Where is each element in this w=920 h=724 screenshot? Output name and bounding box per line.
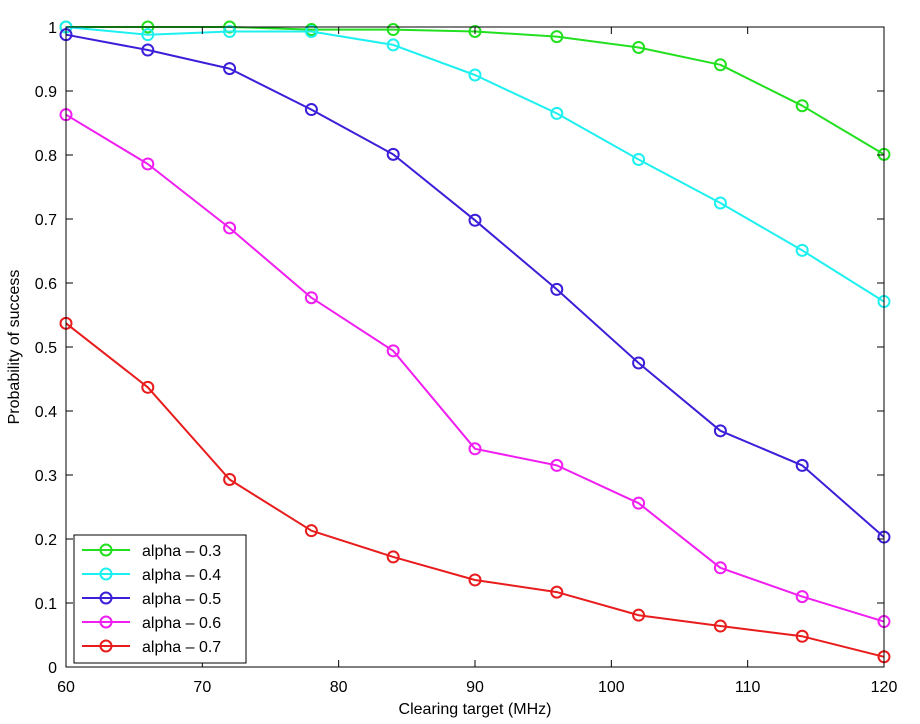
data-point (304, 103, 318, 117)
data-point (141, 380, 155, 394)
legend-label: alpha – 0.7 (142, 639, 221, 656)
y-tick-label: 0.2 (35, 532, 57, 549)
data-point (304, 524, 318, 538)
ticks-layer: 60 70 80 90 100 110 120 0 0.1 0.2 0.3 0.4 0.5 0.6 0.7 0… (35, 20, 898, 696)
series-line (65, 33, 885, 538)
data-point (713, 58, 727, 72)
y-tick-label: 0 (48, 660, 57, 677)
legend-item: alpha – 0.7 (82, 639, 221, 656)
data-point (713, 619, 727, 633)
data-point (795, 243, 809, 257)
data-point (223, 472, 237, 486)
data-point (468, 68, 482, 82)
data-point (550, 106, 564, 120)
legend-label: alpha – 0.5 (142, 591, 221, 608)
legend-item: alpha – 0.5 (82, 591, 221, 608)
data-point (550, 585, 564, 599)
data-point (632, 608, 646, 622)
data-point (632, 356, 646, 370)
legend-swatch-marker (99, 543, 113, 557)
series-4 (59, 108, 891, 629)
legend-item: alpha – 0.3 (82, 543, 221, 560)
y-tick-label: 0.1 (35, 596, 57, 613)
data-point (550, 458, 564, 472)
y-tick-label: 0.5 (35, 340, 57, 357)
data-point (632, 40, 646, 54)
series-line (66, 26, 885, 156)
series-line (65, 322, 885, 658)
series-3 (59, 28, 891, 544)
legend-swatch-marker (99, 567, 113, 581)
data-point (795, 99, 809, 113)
y-tick-label: 0.6 (35, 276, 57, 293)
y-tick-label: 1 (48, 20, 57, 37)
data-point (795, 458, 809, 472)
data-point (386, 550, 400, 564)
series-layer (59, 20, 891, 664)
y-tick-label: 0.4 (35, 404, 57, 421)
x-tick-label: 110 (735, 679, 761, 696)
data-point (141, 28, 155, 42)
data-point (223, 24, 237, 38)
legend-item: alpha – 0.4 (82, 567, 221, 584)
data-point (223, 221, 237, 235)
series-line (65, 26, 885, 303)
y-tick-label: 0.3 (35, 468, 57, 485)
legend-label: alpha – 0.4 (142, 567, 221, 584)
data-point (386, 147, 400, 161)
data-point (713, 196, 727, 210)
legend-label: alpha – 0.3 (142, 543, 221, 560)
x-axis-title: Clearing target (MHz) (399, 701, 552, 718)
x-tick-label: 120 (871, 679, 898, 696)
x-tick-label: 100 (598, 679, 625, 696)
data-point (713, 424, 727, 438)
data-point (550, 30, 564, 44)
data-point (468, 573, 482, 587)
legend: alpha – 0.3 alpha – 0.4 alpha – 0.5 alpha –… (73, 534, 247, 664)
data-point (141, 43, 155, 57)
series-2 (59, 20, 891, 309)
data-point (468, 213, 482, 227)
data-point (386, 23, 400, 37)
x-tick-label: 90 (466, 679, 484, 696)
data-point (468, 24, 482, 38)
y-tick-label: 0.7 (35, 212, 57, 229)
y-axis-title: Probability of success (6, 270, 23, 425)
legend-swatch-marker (99, 639, 113, 653)
legend-swatch-marker (99, 615, 113, 629)
data-point (468, 442, 482, 456)
data-point (386, 344, 400, 358)
y-tick-label: 0.9 (35, 84, 57, 101)
data-point (632, 152, 646, 166)
data-point (304, 24, 318, 38)
data-point (304, 291, 318, 305)
data-point (795, 629, 809, 643)
x-tick-label: 80 (330, 679, 348, 696)
data-point (141, 157, 155, 171)
y-tick-label: 0.8 (35, 148, 57, 165)
data-point (795, 590, 809, 604)
series-1 (59, 20, 891, 161)
x-tick-label: 70 (193, 679, 211, 696)
data-point (550, 282, 564, 296)
data-point (223, 62, 237, 76)
legend-label: alpha – 0.6 (142, 615, 221, 632)
data-point (713, 561, 727, 575)
legend-swatch-marker (99, 591, 113, 605)
series-line (65, 113, 885, 623)
series-5 (59, 316, 891, 664)
data-point (632, 496, 646, 510)
legend-item: alpha – 0.6 (82, 615, 221, 632)
data-point (386, 38, 400, 52)
x-tick-label: 60 (57, 679, 75, 696)
